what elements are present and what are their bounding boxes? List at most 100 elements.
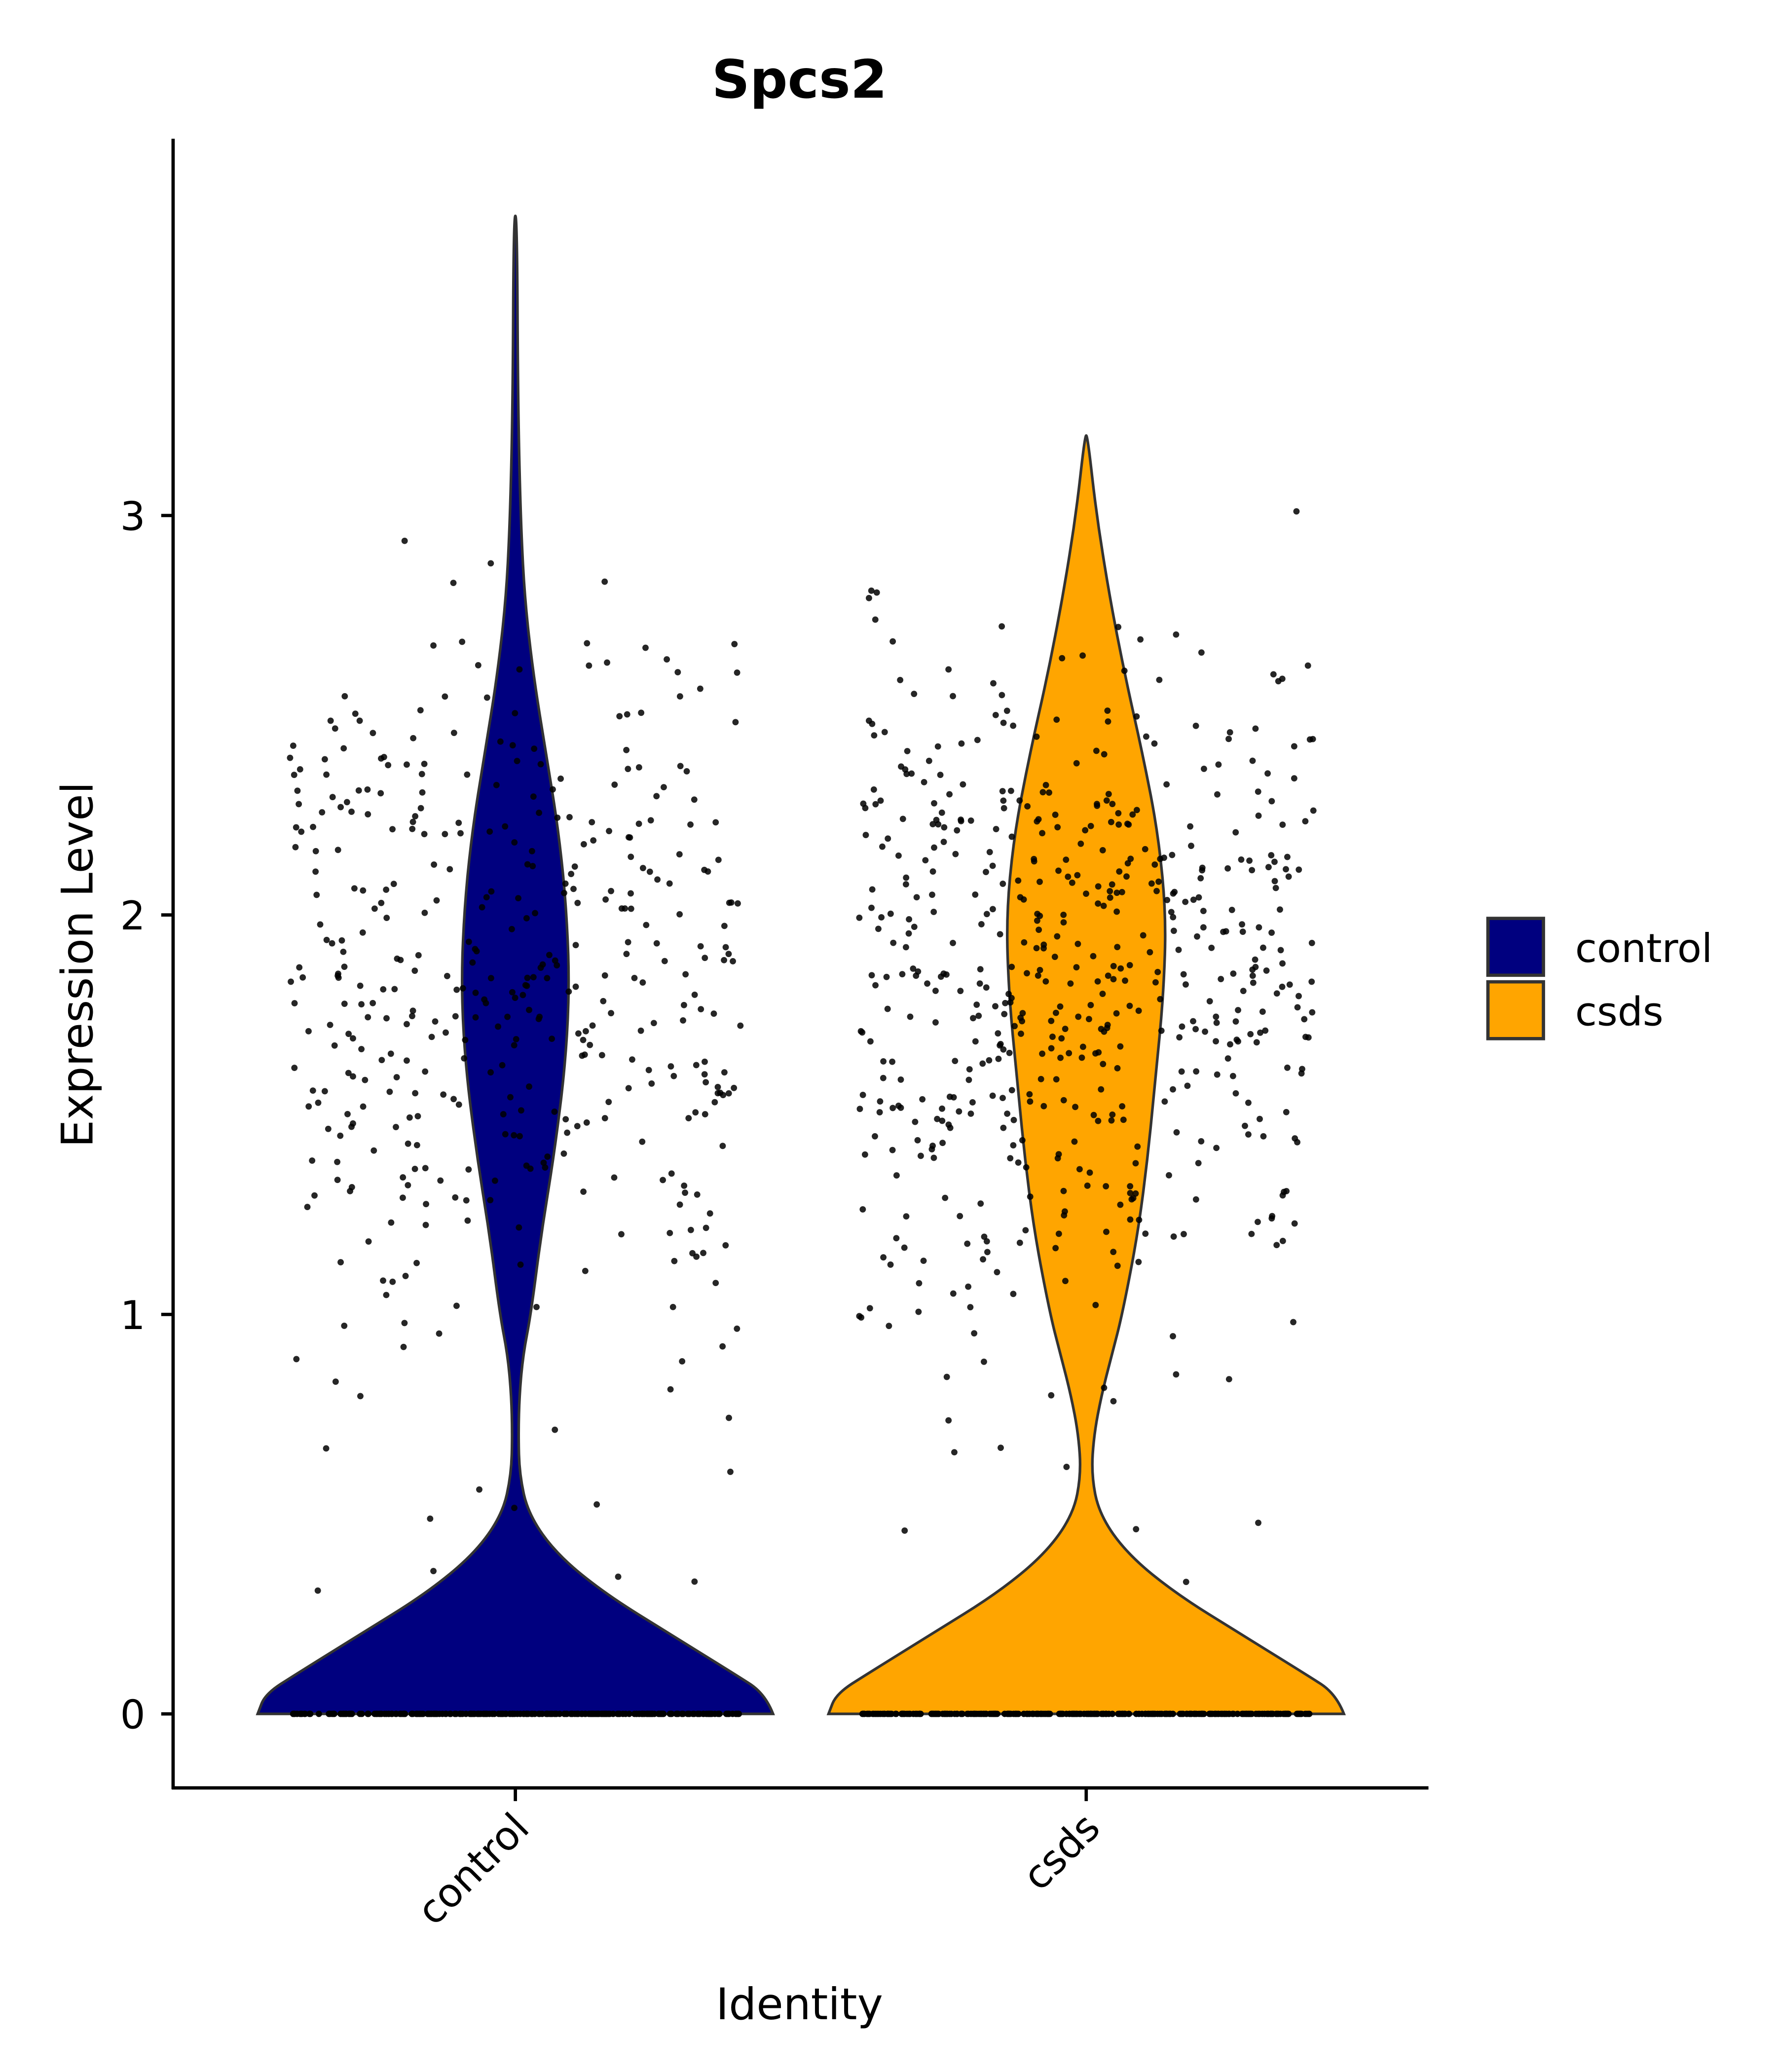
data-point [1247, 1031, 1254, 1037]
data-point [714, 1083, 721, 1090]
data-point [1010, 722, 1017, 729]
data-point [491, 1177, 498, 1184]
data-point [883, 973, 890, 980]
x-tick-label: control [408, 1804, 538, 1934]
data-point [967, 817, 974, 824]
data-point [298, 828, 305, 835]
data-point [593, 1501, 600, 1508]
data-point [1039, 830, 1046, 837]
data-point [869, 886, 876, 893]
data-point [370, 999, 376, 1006]
data-point [907, 1013, 914, 1020]
plot-area [256, 214, 1346, 1717]
data-point [1279, 960, 1286, 967]
data-point [701, 1071, 708, 1078]
data-point [1252, 956, 1258, 963]
data-point [1156, 676, 1163, 683]
data-point [1007, 787, 1014, 794]
data-point [1099, 847, 1106, 853]
data-point [332, 1378, 339, 1385]
data-point [293, 824, 299, 831]
data-point [511, 1132, 518, 1139]
data-point [872, 801, 879, 808]
data-point [1277, 947, 1284, 954]
data-point [1256, 924, 1262, 931]
data-point [1065, 873, 1072, 880]
data-point [669, 1303, 676, 1310]
data-point [1083, 890, 1089, 897]
data-point [554, 814, 561, 821]
data-point [1176, 1034, 1183, 1041]
data-point [987, 1710, 993, 1717]
data-point [1262, 1027, 1269, 1034]
data-point [964, 1240, 971, 1247]
data-point [1249, 966, 1256, 973]
data-point [1105, 718, 1111, 725]
data-point [378, 755, 384, 762]
data-point [897, 676, 904, 683]
data-point [1224, 865, 1231, 872]
data-point [712, 1280, 719, 1287]
data-point [412, 813, 419, 819]
data-point [971, 1710, 978, 1717]
data-point [872, 982, 879, 989]
data-point [687, 1226, 694, 1233]
data-point [901, 1244, 908, 1251]
data-point [1037, 1075, 1044, 1082]
data-point [1115, 624, 1122, 630]
data-point [1090, 1111, 1097, 1118]
data-point [1214, 1071, 1221, 1078]
data-point [1054, 1155, 1061, 1162]
data-point [691, 796, 698, 803]
data-point [417, 1710, 424, 1717]
data-point [1151, 861, 1158, 868]
data-point [1143, 733, 1149, 740]
data-point [1163, 781, 1170, 788]
data-point [1208, 944, 1215, 951]
data-point [967, 1110, 974, 1117]
data-point [1228, 907, 1235, 913]
x-ticks: control csds [408, 1788, 1109, 1934]
data-point [973, 1001, 980, 1008]
data-point [1302, 818, 1309, 825]
data-point [1123, 873, 1130, 880]
data-point [1264, 770, 1271, 777]
data-point [911, 691, 918, 697]
data-point [1195, 894, 1202, 901]
data-point [912, 1118, 919, 1125]
data-point [376, 1710, 382, 1717]
data-point [731, 1084, 738, 1091]
data-point [365, 1710, 371, 1717]
data-point [1101, 1028, 1108, 1035]
data-point [892, 1710, 899, 1717]
violin-csds [826, 434, 1346, 1715]
data-point [734, 1325, 740, 1332]
data-point [1010, 1116, 1017, 1123]
data-point [1071, 1710, 1077, 1717]
data-point [680, 1710, 687, 1717]
data-point [1055, 1230, 1062, 1237]
data-point [1135, 1258, 1142, 1265]
data-point [574, 1123, 581, 1130]
data-point [1093, 747, 1100, 754]
data-point [1117, 965, 1124, 972]
data-point [919, 1096, 926, 1103]
data-point [989, 906, 996, 913]
data-point [867, 1038, 874, 1045]
data-point [1177, 1710, 1184, 1717]
data-point [1018, 1031, 1024, 1037]
data-point [875, 925, 882, 932]
data-point [975, 1012, 982, 1019]
data-point [1238, 856, 1245, 863]
data-point [522, 982, 529, 989]
data-point [1036, 878, 1043, 885]
data-point [668, 1710, 675, 1717]
data-point [1127, 1183, 1134, 1189]
data-point [902, 881, 909, 888]
data-point [355, 787, 362, 794]
data-point [1110, 1249, 1117, 1256]
data-point [1286, 981, 1293, 988]
data-point [876, 1109, 883, 1115]
data-point [917, 1152, 924, 1159]
data-point [1085, 1016, 1092, 1023]
